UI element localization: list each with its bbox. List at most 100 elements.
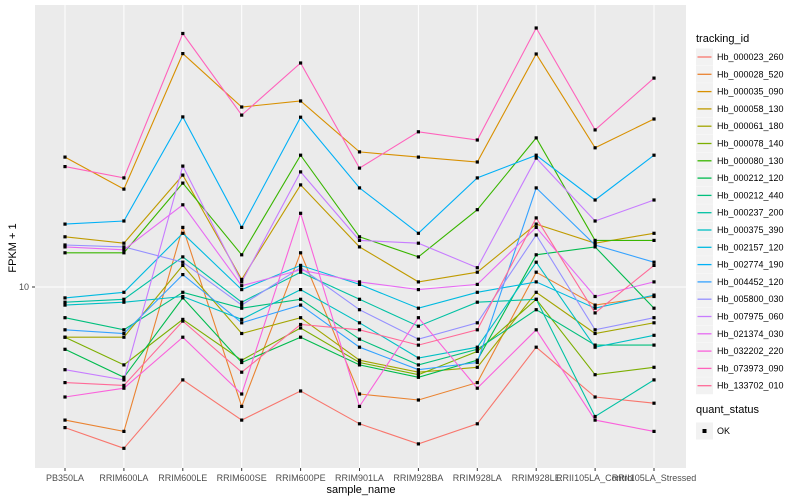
data-point-marker: [357, 321, 362, 325]
data-point-marker: [357, 235, 362, 239]
legend-item-label: Hb_000058_130: [717, 104, 784, 114]
data-point-marker: [181, 378, 185, 382]
data-point-marker: [416, 241, 420, 245]
data-point-marker: [534, 136, 538, 140]
data-point-marker: [122, 300, 126, 304]
x-axis-title: sample_name: [326, 484, 396, 496]
data-point-marker: [593, 328, 597, 332]
data-point-marker: [534, 52, 538, 56]
data-point-marker: [299, 270, 303, 274]
data-point-marker: [181, 317, 185, 321]
data-point-marker: [652, 198, 656, 202]
data-point-marker: [299, 288, 303, 292]
data-point-marker: [416, 368, 420, 372]
data-point-marker: [122, 331, 126, 336]
legend-title-tracking-id: tracking_id: [696, 33, 750, 45]
data-point-marker: [181, 173, 185, 177]
data-point-marker: [534, 225, 538, 229]
quant-item-label: OK: [717, 426, 730, 436]
data-point-marker: [122, 375, 126, 379]
data-point-marker: [475, 270, 479, 274]
data-point-marker: [416, 155, 420, 159]
y-axis-title: FPKM + 1: [7, 223, 19, 273]
data-point-marker: [652, 238, 656, 242]
data-point-marker: [593, 418, 597, 422]
data-point-marker: [299, 183, 303, 187]
data-point-marker: [357, 422, 362, 426]
data-point-marker: [240, 331, 244, 336]
data-point-marker: [181, 164, 185, 168]
legend-item-label: Hb_002157_120: [717, 242, 784, 252]
data-point-marker: [63, 165, 67, 169]
data-point-marker: [240, 277, 244, 281]
data-point-marker: [122, 176, 126, 180]
data-point-marker: [240, 321, 244, 325]
legend-title-quant-status: quant_status: [696, 404, 759, 416]
data-point-marker: [475, 266, 479, 270]
data-point-marker: [416, 306, 420, 310]
data-point-marker: [475, 282, 479, 286]
data-point-marker: [122, 219, 126, 223]
data-point-marker: [652, 401, 656, 405]
data-point-marker: [122, 245, 126, 249]
data-point-marker: [652, 343, 656, 347]
data-point-marker: [534, 253, 538, 257]
data-point-marker: [181, 290, 185, 294]
data-point-marker: [357, 238, 362, 242]
data-point-marker: [416, 373, 420, 377]
data-point-marker: [416, 398, 420, 402]
data-point-marker: [122, 187, 126, 191]
data-point-marker: [416, 288, 420, 292]
data-point-marker: [181, 319, 185, 323]
data-point-marker: [240, 280, 244, 284]
data-point-marker: [593, 373, 597, 377]
data-point-marker: [240, 418, 244, 422]
data-point-marker: [122, 378, 126, 382]
data-point-marker: [299, 211, 303, 215]
legend-item-label: Hb_000061_180: [717, 121, 784, 131]
legend-item-label: Hb_002774_190: [717, 260, 784, 270]
data-point-marker: [475, 176, 479, 180]
data-point-marker: [299, 251, 303, 255]
data-point-marker: [652, 306, 656, 310]
data-point-marker: [593, 311, 597, 315]
data-point-marker: [593, 219, 597, 223]
quant-key-marker: [702, 429, 707, 433]
data-point-marker: [299, 153, 303, 157]
data-point-marker: [416, 363, 420, 367]
data-point-marker: [299, 326, 303, 330]
data-point-marker: [63, 251, 67, 255]
data-point-marker: [63, 300, 67, 304]
data-point-marker: [416, 442, 420, 446]
data-point-marker: [593, 343, 597, 347]
data-point-marker: [63, 296, 67, 300]
data-point-marker: [652, 117, 656, 121]
data-point-marker: [416, 375, 420, 379]
data-point-marker: [299, 322, 303, 327]
data-point-marker: [240, 360, 244, 365]
data-point-marker: [63, 155, 67, 159]
data-point-marker: [652, 153, 656, 157]
y-tick-label: 10: [19, 282, 29, 292]
data-point-marker: [475, 321, 479, 325]
data-point-marker: [240, 303, 244, 307]
data-point-marker: [122, 328, 126, 332]
x-tick-label: RRIM901LA: [335, 473, 384, 483]
data-point-marker: [534, 216, 538, 220]
data-point-marker: [63, 395, 67, 399]
legend-item-label: Hb_000028_520: [717, 69, 784, 79]
data-point-marker: [357, 345, 362, 349]
data-point-marker: [63, 426, 67, 430]
data-point-marker: [299, 297, 303, 301]
data-point-marker: [299, 389, 303, 393]
data-point-marker: [416, 255, 420, 259]
data-point-marker: [475, 422, 479, 426]
data-point-marker: [475, 290, 479, 294]
data-point-marker: [240, 105, 244, 109]
data-point-marker: [534, 222, 538, 226]
data-point-marker: [475, 300, 479, 304]
legend-item-label: Hb_021374_030: [717, 329, 784, 339]
data-point-marker: [357, 358, 362, 362]
data-point-marker: [416, 337, 420, 341]
